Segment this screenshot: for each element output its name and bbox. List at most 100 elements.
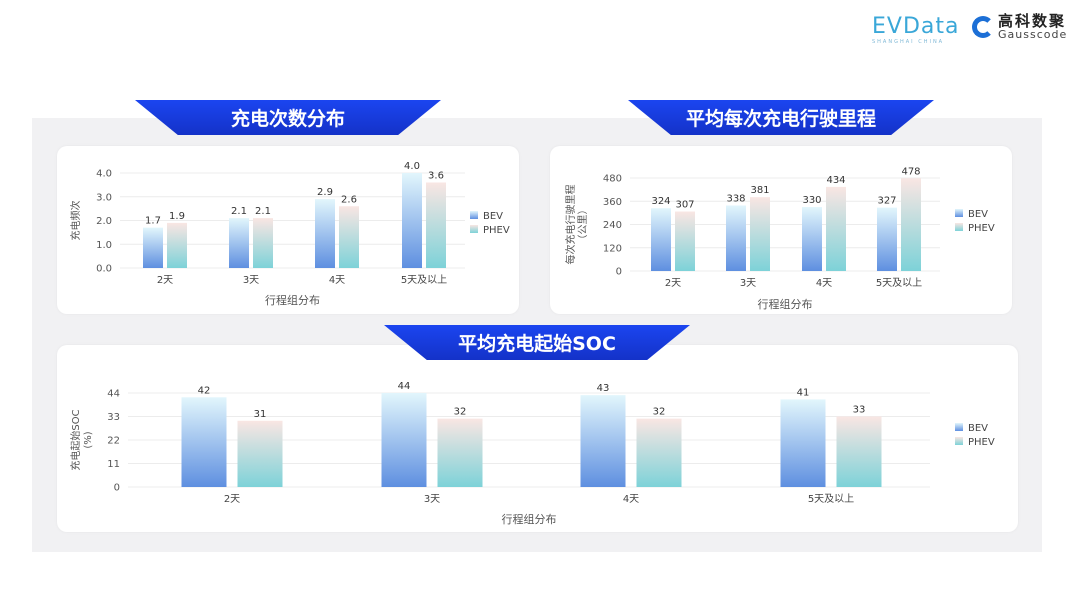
bar-phev bbox=[437, 418, 483, 487]
x-tick-label: 5天及以上 bbox=[876, 277, 922, 289]
data-label: 434 bbox=[826, 175, 845, 186]
bar-phev bbox=[237, 420, 283, 487]
data-label: 2.9 bbox=[317, 187, 333, 198]
y-tick-label: 3.0 bbox=[96, 192, 112, 203]
data-label: 44 bbox=[398, 381, 411, 392]
bar-phev bbox=[826, 186, 846, 271]
x-tick-label: 5天及以上 bbox=[808, 493, 854, 505]
gausscode-cn: 高科数聚 bbox=[998, 12, 1067, 30]
legend-label: BEV bbox=[968, 423, 988, 434]
data-label: 330 bbox=[802, 195, 821, 206]
data-label: 32 bbox=[653, 407, 666, 418]
legend-swatch bbox=[955, 437, 963, 445]
legend-label: PHEV bbox=[483, 225, 510, 236]
x-tick-label: 2天 bbox=[224, 494, 240, 505]
bar-bev bbox=[143, 227, 163, 268]
y-tick-label: 1.0 bbox=[96, 240, 112, 251]
data-label: 33 bbox=[853, 405, 866, 416]
x-tick-label: 2天 bbox=[157, 275, 173, 286]
chart1-title: 充电次数分布 bbox=[135, 100, 441, 135]
bar-phev bbox=[339, 206, 359, 268]
data-label: 338 bbox=[726, 194, 745, 205]
bar-phev bbox=[675, 211, 695, 271]
x-axis-label: 行程组分布 bbox=[265, 293, 320, 307]
bar-phev bbox=[836, 416, 882, 487]
gausscode-en: Gausscode bbox=[998, 28, 1068, 41]
legend-swatch bbox=[955, 423, 963, 431]
evdata-logo-text: EVData bbox=[872, 14, 960, 39]
x-tick-label: 2天 bbox=[665, 278, 681, 289]
data-label: 42 bbox=[198, 385, 211, 396]
mileage-per-charge-chart: 0 120 240 360 480 每次充电行驶里程 （公里） 2天 3天 4天 5天及以上行程组分… bbox=[564, 166, 995, 311]
legend-label: BEV bbox=[968, 209, 988, 220]
bar-phev bbox=[253, 218, 273, 268]
bar-bev bbox=[780, 399, 826, 487]
data-label: 327 bbox=[877, 196, 896, 207]
y-tick-label: 0 bbox=[114, 483, 120, 494]
x-tick-label: 4天 bbox=[816, 278, 832, 289]
y-axis-label: 充电频次 bbox=[69, 201, 82, 241]
bar-bev bbox=[402, 173, 422, 268]
legend-label: PHEV bbox=[968, 223, 995, 234]
y-tick-label: 240 bbox=[603, 220, 622, 231]
legend-swatch bbox=[955, 223, 963, 231]
bar-bev bbox=[802, 207, 822, 271]
bar-phev bbox=[901, 178, 921, 271]
bar-bev bbox=[181, 397, 227, 487]
data-label: 31 bbox=[254, 409, 267, 420]
chart3-card: 0 11 22 33 44 充电起始SOC (%) 2天 3天 4天 5天及以上 行程组分布 42 44 4… bbox=[57, 345, 1018, 532]
bar-bev bbox=[381, 393, 427, 487]
y-axis-label: 每次充电行驶里程 bbox=[564, 185, 577, 265]
data-label: 381 bbox=[750, 185, 769, 196]
x-tick-label: 3天 bbox=[740, 278, 756, 289]
data-label: 324 bbox=[651, 196, 670, 207]
y-tick-label: 0.0 bbox=[96, 264, 112, 275]
gausscode-logo: 高科数聚 Gausscode bbox=[972, 14, 1067, 40]
legend-label: PHEV bbox=[968, 437, 995, 448]
y-tick-label: 33 bbox=[107, 412, 120, 423]
y-tick-label: 2.0 bbox=[96, 216, 112, 227]
chart3-title: 平均充电起始SOC bbox=[384, 325, 690, 360]
data-label: 1.9 bbox=[169, 211, 185, 222]
x-axis-label: 行程组分布 bbox=[502, 512, 557, 526]
data-label: 2.1 bbox=[231, 206, 247, 217]
bar-phev bbox=[426, 182, 446, 268]
bar-phev bbox=[750, 197, 770, 271]
data-label: 1.7 bbox=[145, 216, 161, 227]
y-tick-label: 360 bbox=[603, 197, 622, 208]
bar-bev bbox=[580, 395, 626, 487]
legend-swatch bbox=[955, 209, 963, 217]
x-tick-label: 5天及以上 bbox=[401, 274, 447, 286]
chart2-title: 平均每次充电行驶里程 bbox=[628, 100, 934, 135]
data-label: 2.6 bbox=[341, 194, 357, 205]
y-tick-label: 480 bbox=[603, 174, 622, 185]
data-label: 478 bbox=[901, 166, 920, 177]
data-label: 3.6 bbox=[428, 171, 444, 182]
x-tick-label: 3天 bbox=[424, 494, 440, 505]
legend-label: BEV bbox=[483, 211, 503, 222]
y-axis-label: 充电起始SOC bbox=[69, 409, 82, 470]
y-tick-label: 44 bbox=[107, 389, 120, 400]
x-tick-label: 3天 bbox=[243, 275, 259, 286]
data-label: 4.0 bbox=[404, 161, 420, 172]
bar-phev bbox=[636, 418, 682, 487]
bar-phev bbox=[167, 222, 187, 268]
bar-bev bbox=[229, 218, 249, 268]
x-tick-label: 4天 bbox=[623, 494, 639, 505]
data-label: 32 bbox=[454, 407, 467, 418]
y-axis-unit: (%) bbox=[83, 431, 94, 448]
bar-bev bbox=[315, 199, 335, 268]
gausscode-mark-icon bbox=[972, 16, 994, 38]
y-tick-label: 22 bbox=[107, 436, 120, 447]
evdata-logo: EVData SHANGHAI CHINA bbox=[872, 14, 959, 45]
chart1-card: 0.0 1.0 2.0 3.0 4.0 充电频次 2天 3天 4天 5天及以上行程组分布 1.7 2.… bbox=[57, 146, 519, 314]
x-tick-label: 4天 bbox=[329, 275, 345, 286]
y-tick-label: 4.0 bbox=[96, 169, 112, 180]
y-axis-unit: （公里） bbox=[577, 205, 589, 245]
data-label: 307 bbox=[675, 200, 694, 211]
legend-swatch bbox=[470, 211, 478, 219]
data-label: 43 bbox=[597, 383, 610, 394]
evdata-logo-sub: SHANGHAI CHINA bbox=[872, 39, 945, 45]
chart2-card: 0 120 240 360 480 每次充电行驶里程 （公里） 2天 3天 4天 5天及以上 行程组分… bbox=[550, 146, 1012, 314]
